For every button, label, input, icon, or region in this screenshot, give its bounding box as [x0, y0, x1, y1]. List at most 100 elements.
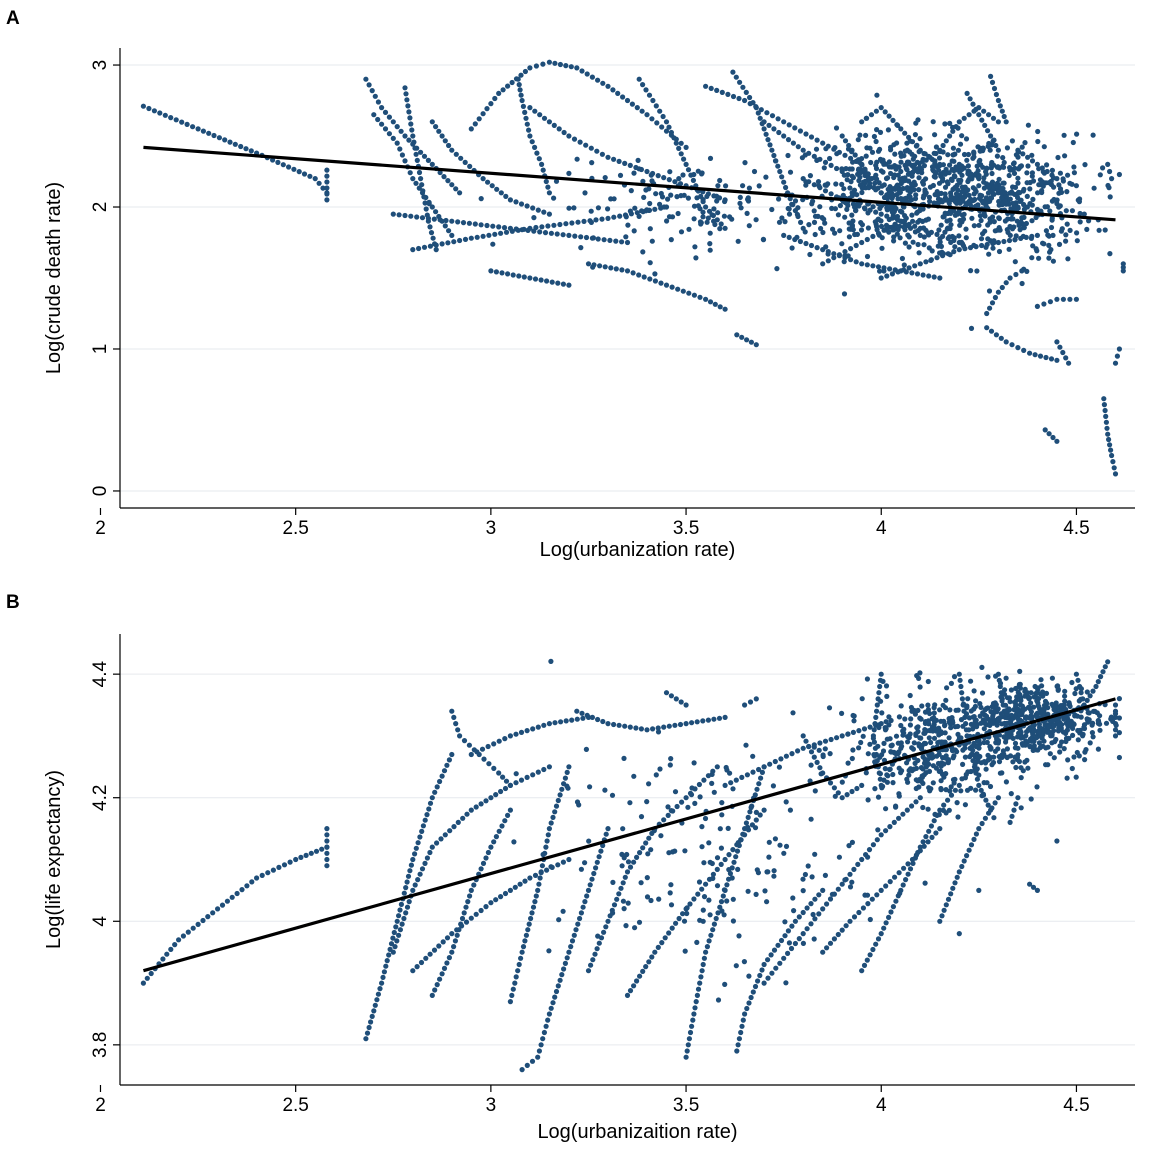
point-a-1238	[849, 212, 855, 218]
point-b-125	[464, 811, 470, 817]
point-a-1850	[691, 216, 697, 222]
point-b-784	[1015, 795, 1021, 801]
point-b-1755	[702, 815, 709, 822]
point-a-1651	[1042, 204, 1048, 210]
point-a-1264	[852, 231, 858, 238]
point-a-129	[458, 155, 464, 161]
point-b-559	[867, 724, 873, 730]
point-b-249	[524, 1062, 530, 1068]
point-a-843	[865, 225, 872, 231]
point-a-416	[725, 91, 731, 97]
point-a-67	[457, 190, 463, 196]
point-a-1588	[938, 243, 945, 249]
point-b-1023	[987, 783, 994, 790]
point-a-1861	[582, 190, 588, 196]
point-a-1798	[605, 206, 611, 212]
point-b-1276	[918, 735, 924, 741]
point-a-728	[984, 325, 990, 331]
point-b-472	[711, 921, 718, 927]
point-a-245	[518, 72, 524, 78]
point-b-1220	[938, 729, 944, 735]
point-a-1649	[1060, 176, 1066, 182]
point-a-563	[842, 249, 848, 255]
point-b-691	[873, 714, 879, 721]
point-a-1827	[763, 174, 769, 180]
point-a-1602	[1063, 238, 1069, 244]
point-a-1172	[948, 239, 954, 245]
point-a-235	[476, 116, 482, 122]
point-b-1734	[800, 888, 806, 894]
point-b-1723	[646, 781, 652, 787]
point-a-1356	[996, 176, 1002, 182]
y-tick-label-b-1: 4	[90, 916, 111, 927]
point-b-1722	[656, 896, 662, 902]
point-b-955	[993, 673, 999, 679]
point-b-1678	[1040, 693, 1046, 699]
point-b-684	[878, 671, 884, 677]
point-b-1646	[983, 705, 990, 712]
point-b-562	[761, 980, 767, 986]
point-b-1577	[999, 754, 1005, 761]
point-a-475	[781, 133, 787, 139]
point-b-93	[439, 773, 445, 779]
point-b-1848	[781, 850, 787, 856]
point-a-774	[1103, 419, 1109, 425]
point-a-1712	[891, 238, 897, 244]
point-a-1089	[863, 132, 869, 138]
point-b-1019	[860, 733, 866, 739]
point-b-826	[996, 759, 1003, 765]
point-a-298	[546, 190, 553, 196]
point-a-373	[707, 299, 714, 305]
point-b-252	[536, 1048, 543, 1054]
point-b-1357	[1113, 722, 1119, 728]
point-b-1114	[876, 724, 882, 731]
point-b-1368	[918, 742, 924, 748]
point-a-288	[527, 133, 533, 139]
point-b-337	[595, 716, 601, 723]
point-a-1733	[674, 194, 680, 200]
point-b-1863	[783, 843, 790, 850]
point-b-67	[394, 918, 400, 924]
point-b-149	[440, 939, 446, 945]
point-a-249	[540, 61, 546, 67]
point-b-1268	[943, 697, 949, 703]
point-a-1348	[1074, 230, 1080, 236]
point-b-257	[545, 1017, 551, 1023]
point-a-178	[566, 232, 572, 238]
point-b-1270	[921, 730, 928, 736]
point-b-1808	[897, 890, 903, 897]
point-b-419	[649, 954, 655, 960]
point-a-1193	[846, 234, 853, 240]
point-b-1776	[692, 800, 698, 807]
point-a-729	[988, 328, 995, 334]
point-b-1429	[998, 694, 1004, 700]
point-b-318	[543, 844, 549, 850]
point-b-127	[473, 804, 479, 810]
point-a-1838	[623, 234, 629, 240]
point-a-1730	[1045, 232, 1051, 238]
point-a-1121	[877, 146, 883, 152]
point-b-376	[601, 929, 607, 935]
point-b-172	[555, 862, 561, 868]
point-b-1768	[667, 890, 673, 896]
point-a-1735	[668, 237, 674, 243]
point-b-719	[956, 869, 962, 875]
point-a-1780	[723, 183, 729, 189]
point-a-1657	[983, 171, 989, 177]
point-b-488	[740, 831, 746, 837]
point-b-770	[1012, 740, 1019, 747]
point-b-232	[502, 736, 508, 742]
point-a-1432	[983, 244, 989, 250]
point-a-195	[445, 240, 451, 246]
point-b-87	[426, 806, 432, 812]
point-b-604	[806, 743, 812, 750]
point-b-755	[983, 797, 989, 803]
point-a-1593	[1057, 170, 1063, 176]
point-b-989	[912, 711, 919, 717]
point-a-191	[421, 244, 428, 250]
point-b-508	[744, 1005, 750, 1012]
point-a-1154	[865, 175, 871, 181]
point-a-669	[947, 133, 953, 139]
point-b-7	[168, 946, 174, 953]
point-b-150	[444, 935, 451, 941]
